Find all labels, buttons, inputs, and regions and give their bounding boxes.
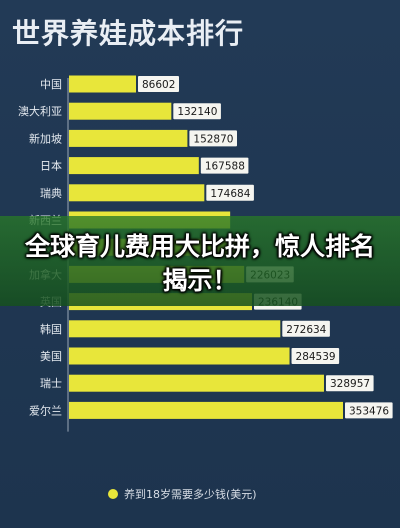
category-label: 瑞士 [40, 376, 62, 390]
value-label: 132140 [177, 106, 217, 118]
bar [69, 184, 205, 202]
bar [69, 401, 343, 419]
banner-text: 全球育儿费用大比拼，惊人排名揭示！ [24, 232, 375, 295]
chart-title: 世界养娃成本排行 [12, 17, 245, 50]
category-label: 韩国 [40, 322, 62, 336]
value-label: 272634 [286, 324, 326, 336]
value-label: 174684 [210, 188, 250, 200]
bar [69, 157, 199, 175]
value-label-box [173, 103, 221, 120]
value-label: 353476 [349, 405, 389, 417]
bar [69, 347, 290, 365]
category-label: 中国 [40, 78, 62, 91]
bar [69, 75, 136, 93]
bar [69, 129, 188, 147]
value-label-box [189, 130, 238, 147]
legend-swatch [108, 489, 118, 499]
bar [69, 374, 324, 392]
value-label-box [200, 157, 249, 174]
value-label: 328957 [330, 378, 370, 390]
value-label: 284539 [296, 351, 336, 363]
value-label: 167588 [205, 161, 245, 173]
value-label: 86602 [142, 79, 175, 91]
value-label-box [206, 184, 254, 201]
overlay-banner [0, 216, 400, 306]
value-label-box [138, 76, 179, 92]
category-label: 日本 [40, 159, 62, 173]
category-label: 瑞典 [40, 186, 62, 200]
category-label: 澳大利亚 [18, 104, 62, 118]
value-label: 152870 [193, 133, 233, 145]
category-label: 新加坡 [29, 131, 62, 145]
category-label: 美国 [40, 350, 62, 363]
bar [69, 320, 281, 338]
value-label-box [345, 402, 393, 419]
value-label-box [291, 348, 340, 364]
category-label: 爱尔兰 [29, 404, 62, 417]
value-label-box [325, 375, 374, 392]
value-label-box [282, 320, 330, 337]
bar [69, 102, 172, 120]
legend-label: 养到18岁需要多少钱(美元) [124, 488, 257, 501]
legend: 养到18岁需要多少钱(美元) [108, 486, 257, 502]
